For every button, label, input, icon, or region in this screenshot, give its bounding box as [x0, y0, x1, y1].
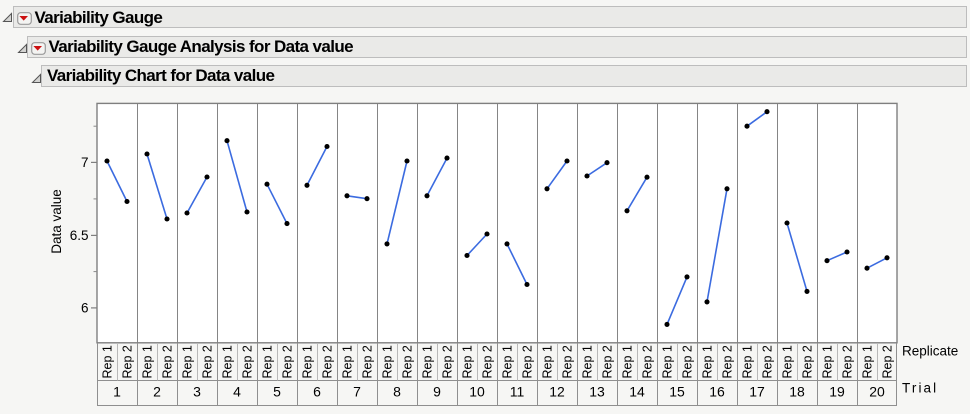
svg-text:Rep 2: Rep 2 [241, 345, 255, 378]
svg-text:18: 18 [789, 384, 805, 400]
svg-text:Rep 2: Rep 2 [161, 345, 175, 378]
svg-text:Rep 2: Rep 2 [761, 345, 775, 378]
svg-text:1: 1 [113, 384, 121, 400]
svg-text:3: 3 [193, 384, 201, 400]
svg-text:15: 15 [669, 384, 685, 400]
svg-text:Rep 2: Rep 2 [321, 345, 335, 378]
svg-text:Rep 1: Rep 1 [661, 345, 675, 378]
svg-text:13: 13 [589, 384, 605, 400]
svg-text:17: 17 [749, 384, 765, 400]
svg-text:5: 5 [273, 384, 281, 400]
svg-text:6: 6 [81, 301, 89, 316]
svg-text:Rep 2: Rep 2 [281, 345, 295, 378]
svg-text:Rep 1: Rep 1 [101, 345, 115, 378]
svg-text:Rep 1: Rep 1 [781, 345, 795, 378]
svg-text:Rep 1: Rep 1 [581, 345, 595, 378]
svg-text:11: 11 [510, 384, 525, 400]
svg-text:Rep 2: Rep 2 [641, 345, 655, 378]
svg-text:20: 20 [869, 384, 885, 400]
svg-text:Replicate: Replicate [902, 344, 958, 359]
svg-text:Rep 1: Rep 1 [821, 345, 835, 378]
svg-text:Rep 1: Rep 1 [221, 345, 235, 378]
svg-text:Rep 1: Rep 1 [861, 345, 875, 378]
svg-text:6: 6 [313, 384, 321, 400]
svg-text:19: 19 [829, 384, 845, 400]
svg-text:7: 7 [81, 155, 89, 170]
svg-text:6.5: 6.5 [70, 228, 89, 243]
svg-text:Rep 1: Rep 1 [701, 345, 715, 378]
svg-text:Rep 1: Rep 1 [741, 345, 755, 378]
svg-text:Rep 2: Rep 2 [521, 345, 535, 378]
svg-text:Rep 1: Rep 1 [621, 345, 635, 378]
svg-text:Rep 2: Rep 2 [481, 345, 495, 378]
svg-text:Rep 2: Rep 2 [601, 345, 615, 378]
svg-text:4: 4 [233, 384, 241, 400]
svg-text:Rep 2: Rep 2 [561, 345, 575, 378]
svg-text:Rep 1: Rep 1 [261, 345, 275, 378]
svg-text:14: 14 [629, 384, 645, 400]
svg-text:Rep 1: Rep 1 [541, 345, 555, 378]
svg-text:Rep 2: Rep 2 [361, 345, 375, 378]
svg-text:Rep 1: Rep 1 [381, 345, 395, 378]
svg-text:7: 7 [353, 384, 361, 400]
svg-text:Rep 2: Rep 2 [841, 345, 855, 378]
svg-text:Rep 2: Rep 2 [201, 345, 215, 378]
svg-text:Rep 2: Rep 2 [881, 345, 895, 378]
svg-text:Rep 1: Rep 1 [421, 345, 435, 378]
svg-text:2: 2 [153, 384, 161, 400]
svg-text:Rep 2: Rep 2 [721, 345, 735, 378]
svg-text:Rep 2: Rep 2 [441, 345, 455, 378]
svg-text:Rep 2: Rep 2 [401, 345, 415, 378]
svg-text:Rep 1: Rep 1 [181, 345, 195, 378]
svg-text:Rep 1: Rep 1 [301, 345, 315, 378]
svg-text:9: 9 [433, 384, 441, 400]
svg-text:10: 10 [469, 384, 485, 400]
svg-text:12: 12 [549, 384, 565, 400]
svg-text:Trial: Trial [902, 381, 938, 396]
svg-text:Rep 2: Rep 2 [121, 345, 135, 378]
svg-text:Rep 1: Rep 1 [461, 345, 475, 378]
svg-text:Rep 1: Rep 1 [341, 345, 355, 378]
svg-text:Rep 1: Rep 1 [141, 345, 155, 378]
svg-text:Rep 2: Rep 2 [801, 345, 815, 378]
svg-text:8: 8 [393, 384, 401, 400]
svg-text:16: 16 [709, 384, 725, 400]
svg-text:Rep 2: Rep 2 [681, 345, 695, 378]
svg-text:Data value: Data value [49, 189, 64, 254]
svg-text:Rep 1: Rep 1 [501, 345, 515, 378]
